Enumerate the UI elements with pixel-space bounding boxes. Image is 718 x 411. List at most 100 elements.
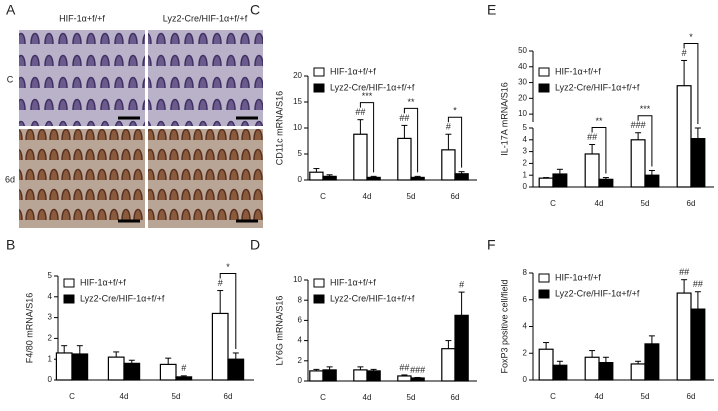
significance-label: * bbox=[226, 262, 230, 272]
y-tick-label: 4 bbox=[523, 322, 528, 331]
legend-swatch bbox=[313, 83, 325, 93]
y-tick-label: 4 bbox=[48, 292, 53, 301]
legend-label: Lyz2-Cre/HIF-1α+f/+f bbox=[330, 82, 415, 92]
bar bbox=[630, 363, 646, 381]
x-tick-label: 6d bbox=[451, 192, 460, 201]
panel-letter: C bbox=[250, 2, 260, 18]
significance-label: *** bbox=[640, 104, 651, 114]
y-tick-label: 40 bbox=[518, 62, 527, 71]
significance-marker: ## bbox=[679, 267, 689, 277]
y-axis-label: LY6G mRNA/S16 bbox=[274, 296, 284, 366]
column-header: Lyz2-Cre/HIF-1α+f/+f bbox=[163, 13, 248, 23]
y-tick-label: 3 bbox=[523, 147, 528, 156]
y-tick-label: 2 bbox=[523, 159, 528, 168]
bar bbox=[690, 138, 706, 188]
x-tick-label: 6d bbox=[224, 392, 233, 401]
x-tick-label: 6d bbox=[687, 392, 696, 401]
histology-image bbox=[148, 129, 263, 228]
y-tick-label: 30 bbox=[518, 78, 527, 87]
x-tick-label: 5d bbox=[407, 393, 416, 402]
y-tick-label: 0 bbox=[523, 375, 528, 384]
legend-swatch bbox=[63, 294, 75, 304]
bar bbox=[159, 363, 177, 381]
bar bbox=[454, 173, 469, 181]
bar bbox=[538, 177, 554, 188]
bar bbox=[676, 85, 692, 188]
bar bbox=[71, 353, 89, 381]
legend-swatch bbox=[63, 278, 75, 288]
x-tick-label: 6d bbox=[687, 199, 696, 208]
significance-marker: ## bbox=[399, 113, 409, 123]
panel-letter: D bbox=[250, 237, 260, 253]
significance-label: ** bbox=[407, 97, 415, 107]
y-tick-label: 2 bbox=[48, 334, 53, 343]
x-tick-label: 5d bbox=[172, 392, 181, 401]
significance-label: * bbox=[453, 106, 457, 116]
significance-marker: # bbox=[682, 48, 687, 58]
bar bbox=[454, 314, 469, 382]
panel-letter: E bbox=[487, 2, 496, 18]
y-tick-label: 10 bbox=[293, 123, 302, 132]
y-axis-label: CD11c mRNA/S16 bbox=[274, 91, 284, 165]
x-tick-label: C bbox=[550, 199, 556, 208]
bar bbox=[366, 176, 381, 181]
y-tick-label: 10 bbox=[518, 109, 527, 118]
legend-swatch bbox=[313, 278, 325, 288]
significance-marker: # bbox=[459, 279, 464, 289]
legend-label: Lyz2-Cre/HIF-1α+f/+f bbox=[555, 288, 640, 298]
bar bbox=[538, 348, 554, 381]
significance-marker: # bbox=[446, 122, 451, 132]
x-tick-label: C bbox=[320, 393, 326, 402]
x-tick-label: 4d bbox=[363, 393, 372, 402]
bar bbox=[309, 171, 324, 181]
x-tick-label: 5d bbox=[641, 392, 650, 401]
significance-bracket bbox=[359, 102, 375, 173]
significance-marker: # bbox=[218, 278, 223, 288]
bar bbox=[552, 173, 568, 188]
legend-label: HIF-1α+f/+f bbox=[330, 277, 376, 287]
significance-bracket bbox=[591, 127, 607, 174]
x-tick-label: C bbox=[550, 392, 556, 401]
y-tick-label: 5 bbox=[298, 149, 303, 158]
x-tick-label: 5d bbox=[641, 199, 650, 208]
bar bbox=[175, 376, 193, 381]
y-tick-label: 0 bbox=[298, 376, 303, 385]
y-tick-label: 50 bbox=[518, 46, 527, 55]
bar bbox=[227, 358, 245, 381]
y-tick-label: 0 bbox=[48, 375, 53, 384]
y-tick-label: 10 bbox=[293, 275, 302, 284]
bar bbox=[630, 139, 646, 188]
bar bbox=[397, 137, 412, 181]
y-tick-label: 1 bbox=[48, 354, 53, 363]
y-tick-label: 6 bbox=[523, 295, 528, 304]
significance-bracket bbox=[403, 107, 419, 173]
legend-label: Lyz2-Cre/HIF-1α+f/+f bbox=[555, 82, 640, 92]
bar bbox=[584, 153, 600, 188]
panel-letter: B bbox=[6, 237, 15, 253]
histology-image bbox=[19, 129, 145, 228]
legend-label: HIF-1α+f/+f bbox=[330, 66, 376, 76]
x-tick-label: 5d bbox=[407, 192, 416, 201]
significance-marker: ### bbox=[410, 365, 425, 375]
bar bbox=[441, 149, 456, 181]
y-tick-label: 4 bbox=[523, 135, 528, 144]
legend-label: HIF-1α+f/+f bbox=[555, 66, 601, 76]
bar bbox=[598, 362, 614, 381]
x-tick-label: 4d bbox=[363, 192, 372, 201]
bar bbox=[644, 343, 660, 381]
legend-label: HIF-1α+f/+f bbox=[80, 277, 126, 287]
bar bbox=[676, 292, 692, 381]
row-label: 6d bbox=[5, 174, 15, 184]
significance-label: ** bbox=[595, 116, 603, 126]
x-tick-label: 4d bbox=[120, 392, 129, 401]
bar bbox=[211, 312, 229, 381]
significance-bracket bbox=[219, 273, 237, 349]
legend-label: Lyz2-Cre/HIF-1α+f/+f bbox=[80, 293, 165, 303]
bar bbox=[309, 370, 324, 382]
y-tick-label: 0 bbox=[523, 182, 528, 191]
bar bbox=[322, 175, 337, 181]
significance-marker: ## bbox=[355, 107, 365, 117]
y-tick-label: 20 bbox=[518, 93, 527, 102]
y-tick-label: 5 bbox=[48, 271, 53, 280]
